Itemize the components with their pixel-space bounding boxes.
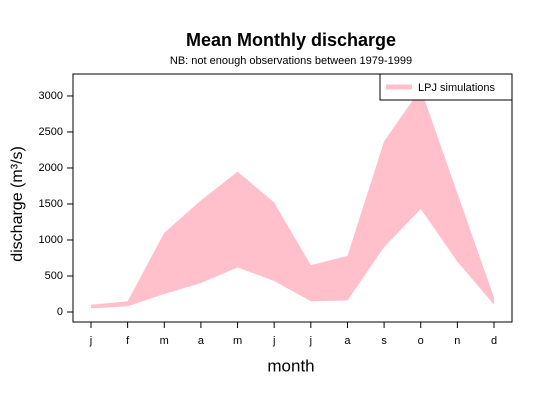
x-tick-label: n (454, 335, 460, 347)
y-tick-label: 0 (57, 306, 63, 318)
plot-frame (72, 73, 513, 323)
x-tick-label: j (89, 335, 92, 347)
x-tick-label: o (418, 335, 424, 347)
x-tick-label: a (344, 335, 351, 347)
y-tick-label: 1000 (39, 234, 63, 246)
chart-subtitle: NB: not enough observations between 1979… (170, 55, 412, 67)
y-tick-label: 3000 (39, 90, 63, 102)
x-tick-label: j (309, 335, 312, 347)
x-axis-label: month (267, 356, 314, 375)
x-tick-label: m (160, 335, 169, 347)
x-tick-label: a (198, 335, 205, 347)
band-area (91, 88, 494, 309)
x-tick-label: d (491, 335, 497, 347)
legend-label: LPJ simulations (418, 82, 496, 94)
x-tick-label: s (381, 335, 387, 347)
y-tick-label: 1500 (39, 198, 63, 210)
y-axis-label: discharge (m³/s) (9, 146, 26, 262)
x-tick-label: j (272, 335, 275, 347)
x-tick-label: f (126, 335, 130, 347)
chart-title: Mean Monthly discharge (186, 30, 396, 50)
y-tick-label: 500 (45, 270, 63, 282)
y-tick-label: 2500 (39, 126, 63, 138)
y-tick-label: 2000 (39, 162, 63, 174)
x-tick-label: m (233, 335, 242, 347)
